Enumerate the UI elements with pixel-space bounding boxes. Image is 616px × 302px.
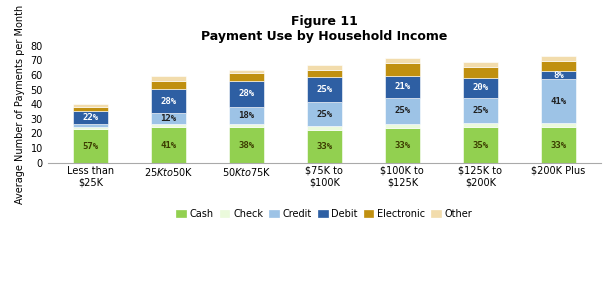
Text: 33%: 33% xyxy=(394,141,410,150)
Bar xyxy=(385,63,420,76)
Bar xyxy=(385,124,420,128)
Bar xyxy=(307,77,342,102)
Bar xyxy=(541,61,576,71)
Text: 20%: 20% xyxy=(472,83,488,92)
Bar xyxy=(307,65,342,69)
Text: 25%: 25% xyxy=(317,110,333,119)
Bar xyxy=(463,127,498,163)
Bar xyxy=(541,56,576,61)
Bar xyxy=(73,111,108,124)
Bar xyxy=(385,98,420,124)
Bar xyxy=(463,123,498,127)
Bar xyxy=(541,71,576,79)
Bar xyxy=(151,81,186,89)
Text: 12%: 12% xyxy=(160,114,177,123)
Text: 35%: 35% xyxy=(472,140,488,149)
Bar xyxy=(151,124,186,127)
Bar xyxy=(229,81,264,107)
Text: 33%: 33% xyxy=(317,142,333,151)
Text: 8%: 8% xyxy=(553,71,564,79)
Text: 41%: 41% xyxy=(550,97,566,106)
Bar xyxy=(307,102,342,127)
Text: 22%: 22% xyxy=(83,113,99,122)
Text: 18%: 18% xyxy=(238,111,254,120)
Bar xyxy=(463,62,498,67)
Bar xyxy=(541,127,576,163)
Title: Figure 11
Payment Use by Household Income: Figure 11 Payment Use by Household Incom… xyxy=(201,15,448,43)
Bar xyxy=(541,79,576,123)
Text: 33%: 33% xyxy=(550,141,566,149)
Bar xyxy=(307,127,342,130)
Bar xyxy=(151,127,186,163)
Bar xyxy=(229,73,264,81)
Bar xyxy=(229,127,264,163)
Bar xyxy=(229,107,264,124)
Bar xyxy=(385,76,420,98)
Text: 28%: 28% xyxy=(160,97,177,106)
Bar xyxy=(73,124,108,127)
Bar xyxy=(73,104,108,107)
Y-axis label: Average Number of Payments per Month: Average Number of Payments per Month xyxy=(15,5,25,204)
Bar xyxy=(229,124,264,127)
Bar xyxy=(307,130,342,163)
Bar xyxy=(229,70,264,73)
Bar xyxy=(463,67,498,78)
Bar xyxy=(385,128,420,163)
Bar xyxy=(463,78,498,98)
Bar xyxy=(151,114,186,124)
Text: 28%: 28% xyxy=(238,89,254,98)
Bar xyxy=(73,127,108,129)
Text: 38%: 38% xyxy=(238,141,254,149)
Bar xyxy=(307,69,342,77)
Bar xyxy=(541,123,576,127)
Bar xyxy=(73,129,108,163)
Bar xyxy=(463,98,498,123)
Text: 25%: 25% xyxy=(472,106,488,115)
Text: 57%: 57% xyxy=(83,142,99,151)
Text: 25%: 25% xyxy=(394,106,410,115)
Bar xyxy=(151,89,186,114)
Legend: Cash, Check, Credit, Debit, Electronic, Other: Cash, Check, Credit, Debit, Electronic, … xyxy=(172,205,477,223)
Bar xyxy=(151,76,186,81)
Text: 25%: 25% xyxy=(317,85,333,94)
Bar xyxy=(73,107,108,111)
Text: 41%: 41% xyxy=(160,140,177,149)
Text: 21%: 21% xyxy=(394,82,410,91)
Bar xyxy=(385,58,420,63)
